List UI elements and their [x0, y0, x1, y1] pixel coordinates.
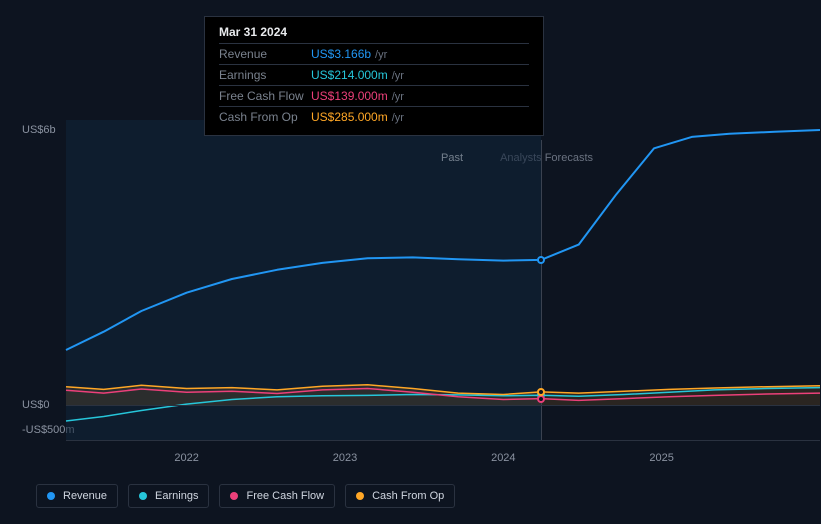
- legend-dot-icon: [47, 492, 55, 500]
- tooltip-row-value: US$214.000m: [311, 68, 388, 82]
- x-tick-label: 2025: [649, 452, 673, 464]
- tooltip-row-label: Free Cash Flow: [219, 89, 311, 103]
- tooltip-row-label: Revenue: [219, 47, 311, 61]
- legend-item[interactable]: Earnings: [128, 484, 209, 508]
- tooltip-row-unit: /yr: [375, 49, 387, 61]
- tooltip-row: Cash From OpUS$285.000m/yr: [219, 106, 529, 127]
- tooltip-row-value: US$139.000m: [311, 89, 388, 103]
- x-tick-label: 2024: [491, 452, 515, 464]
- tooltip-row-value: US$3.166b: [311, 47, 371, 61]
- legend-item[interactable]: Revenue: [36, 484, 118, 508]
- tooltip-row: EarningsUS$214.000m/yr: [219, 64, 529, 85]
- series-marker: [537, 388, 545, 396]
- plot-area[interactable]: [66, 140, 820, 440]
- tooltip-date: Mar 31 2024: [219, 25, 529, 43]
- tooltip-row-unit: /yr: [392, 70, 404, 82]
- legend-dot-icon: [356, 492, 364, 500]
- tooltip-row: RevenueUS$3.166b/yr: [219, 43, 529, 64]
- tooltip-row-unit: /yr: [392, 91, 404, 103]
- legend-label: Free Cash Flow: [246, 490, 324, 502]
- legend-item[interactable]: Free Cash Flow: [219, 484, 335, 508]
- tooltip-row-value: US$285.000m: [311, 110, 388, 124]
- y-tick-label: US$0: [22, 399, 50, 411]
- x-tick-label: 2023: [333, 452, 357, 464]
- series-marker: [537, 256, 545, 264]
- tooltip-row: Free Cash FlowUS$139.000m/yr: [219, 85, 529, 106]
- zero-baseline: [66, 405, 820, 406]
- legend-item[interactable]: Cash From Op: [345, 484, 455, 508]
- tooltip-row-unit: /yr: [392, 112, 404, 124]
- chart-tooltip: Mar 31 2024 RevenueUS$3.166b/yrEarningsU…: [204, 16, 544, 136]
- bottom-border: [66, 440, 820, 441]
- legend-label: Revenue: [63, 490, 107, 502]
- legend-dot-icon: [230, 492, 238, 500]
- legend-dot-icon: [139, 492, 147, 500]
- financial-chart: Mar 31 2024 RevenueUS$3.166b/yrEarningsU…: [18, 0, 803, 524]
- x-tick-label: 2022: [174, 452, 198, 464]
- y-tick-label: US$6b: [22, 124, 56, 136]
- tooltip-row-label: Cash From Op: [219, 110, 311, 124]
- legend-label: Cash From Op: [372, 490, 444, 502]
- plot-svg: [66, 140, 820, 440]
- tooltip-rows: RevenueUS$3.166b/yrEarningsUS$214.000m/y…: [219, 43, 529, 127]
- legend-label: Earnings: [155, 490, 198, 502]
- tooltip-row-label: Earnings: [219, 68, 311, 82]
- chart-legend: Revenue Earnings Free Cash Flow Cash From O…: [36, 484, 455, 508]
